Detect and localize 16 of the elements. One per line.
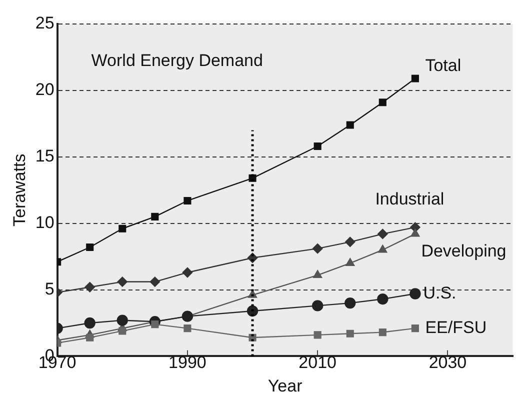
y-tick-label: 25 — [35, 14, 54, 33]
x-tick-label: 2030 — [428, 353, 467, 372]
x-axis-title: Year — [268, 376, 303, 396]
text: World Energy Demand — [91, 50, 263, 70]
y-tick-label: 5 — [44, 279, 54, 298]
series-label: Total — [425, 56, 462, 76]
y-tick-label: 10 — [35, 213, 54, 232]
series-label: Industrial — [375, 189, 444, 208]
series-label: U.S. — [423, 283, 456, 302]
y-axis-title: Terawatts — [10, 154, 29, 226]
series-label: Developing — [421, 242, 506, 261]
x-tick-label: 1990 — [168, 353, 206, 372]
series-label: EE/FSU — [425, 318, 487, 337]
x-tick-label: 2010 — [298, 353, 337, 372]
y-tick-label: 15 — [35, 146, 54, 166]
y-tick-label: 20 — [35, 80, 54, 100]
